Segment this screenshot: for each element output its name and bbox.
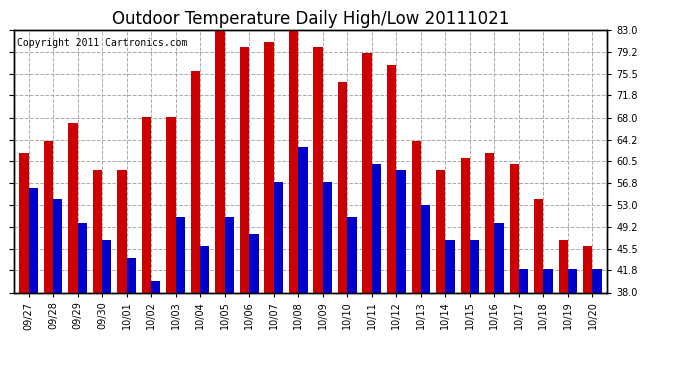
Bar [249, 234, 259, 292]
Bar [583, 246, 593, 292]
Bar [485, 153, 495, 292]
Bar [264, 42, 274, 292]
Text: Copyright 2011 Cartronics.com: Copyright 2011 Cartronics.com [17, 38, 187, 48]
Bar [559, 240, 568, 292]
Bar [53, 199, 62, 292]
Bar [225, 217, 234, 292]
Bar [323, 182, 332, 292]
Bar [519, 269, 529, 292]
Bar [191, 71, 200, 292]
Bar [544, 269, 553, 292]
Bar [28, 188, 38, 292]
Bar [470, 240, 479, 292]
Bar [568, 269, 578, 292]
Bar [142, 117, 151, 292]
Bar [298, 147, 308, 292]
Bar [289, 30, 298, 292]
Bar [411, 141, 421, 292]
Bar [102, 240, 111, 292]
Bar [421, 205, 430, 292]
Bar [126, 258, 136, 292]
Bar [92, 170, 102, 292]
Bar [445, 240, 455, 292]
Bar [19, 153, 28, 292]
Bar [151, 281, 161, 292]
Bar [176, 217, 185, 292]
Bar [387, 65, 396, 292]
Bar [43, 141, 53, 292]
Bar [77, 222, 87, 292]
Bar [495, 222, 504, 292]
Bar [200, 246, 210, 292]
Bar [372, 164, 381, 292]
Bar [166, 117, 176, 292]
Bar [436, 170, 445, 292]
Title: Outdoor Temperature Daily High/Low 20111021: Outdoor Temperature Daily High/Low 20111… [112, 10, 509, 28]
Bar [362, 53, 372, 292]
Bar [396, 170, 406, 292]
Bar [117, 170, 126, 292]
Bar [338, 82, 347, 292]
Bar [313, 48, 323, 292]
Bar [534, 199, 544, 292]
Bar [68, 123, 77, 292]
Bar [215, 30, 225, 292]
Bar [347, 217, 357, 292]
Bar [510, 164, 519, 292]
Bar [274, 182, 283, 292]
Bar [240, 48, 249, 292]
Bar [593, 269, 602, 292]
Bar [460, 158, 470, 292]
